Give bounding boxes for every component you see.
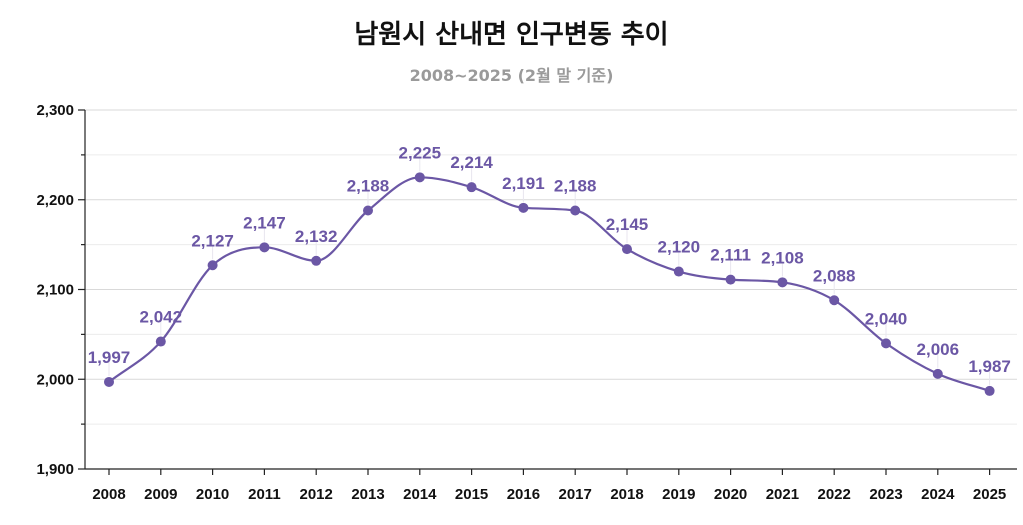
data-point bbox=[259, 242, 270, 253]
x-tick-label: 2013 bbox=[351, 486, 384, 503]
data-labels: 1,997 2,042 2,127 2,147 2,132 2,188 2,225 2,214… bbox=[88, 143, 1011, 376]
data-point bbox=[155, 336, 166, 347]
x-tick-label: 2016 bbox=[507, 486, 540, 503]
data-label: 2,108 bbox=[761, 248, 804, 267]
x-tick-label: 2015 bbox=[455, 486, 488, 503]
data-point bbox=[518, 202, 529, 213]
x-tick-label: 2008 bbox=[92, 486, 125, 503]
data-label: 2,132 bbox=[295, 227, 338, 246]
x-tick-label: 2009 bbox=[144, 486, 177, 503]
data-point bbox=[622, 244, 632, 255]
data-label: 1,987 bbox=[968, 357, 1011, 376]
data-label: 2,188 bbox=[347, 177, 390, 196]
data-label: 2,145 bbox=[606, 215, 649, 234]
chart-subtitle: 2008~2025 (2월 말 기준) bbox=[409, 66, 614, 85]
x-tick-label: 2010 bbox=[196, 486, 229, 503]
grid-lines bbox=[85, 109, 1017, 425]
data-point bbox=[414, 172, 425, 183]
x-tick-label: 2012 bbox=[300, 486, 333, 503]
x-tick-label: 2022 bbox=[818, 486, 851, 503]
data-points bbox=[104, 172, 995, 396]
data-label: 2,188 bbox=[554, 177, 597, 196]
chart-title: 남원시 산내면 인구변동 추이 bbox=[354, 20, 669, 50]
data-point bbox=[363, 205, 373, 216]
y-tick-label: 1,900 bbox=[36, 461, 74, 478]
data-point bbox=[311, 255, 322, 266]
series-line bbox=[107, 176, 991, 393]
x-tick-label: 2014 bbox=[403, 486, 437, 503]
y-tick-label: 2,200 bbox=[36, 192, 74, 209]
x-tick-label: 2023 bbox=[869, 486, 902, 503]
data-label: 2,040 bbox=[865, 309, 908, 328]
y-tick-label: 2,300 bbox=[36, 102, 74, 119]
x-tick-label: 2024 bbox=[921, 486, 955, 503]
data-label: 1,997 bbox=[88, 348, 131, 367]
data-point bbox=[207, 260, 218, 271]
data-point bbox=[104, 376, 114, 387]
x-tick-label: 2011 bbox=[248, 486, 281, 503]
x-tick-label: 2021 bbox=[766, 486, 799, 503]
x-tick-label: 2018 bbox=[610, 486, 643, 503]
data-point bbox=[777, 277, 788, 288]
data-point bbox=[570, 205, 581, 216]
series-path bbox=[107, 176, 991, 393]
x-tick-label: 2025 bbox=[973, 486, 1006, 503]
data-point bbox=[829, 295, 840, 306]
data-label: 2,088 bbox=[813, 266, 856, 285]
data-point bbox=[881, 338, 891, 349]
y-tick-label: 2,000 bbox=[36, 371, 74, 388]
data-label: 2,191 bbox=[502, 174, 545, 193]
label-leaders bbox=[108, 155, 991, 385]
x-tick-label: 2019 bbox=[662, 486, 695, 503]
x-tick-label: 2017 bbox=[559, 486, 592, 503]
data-label: 2,042 bbox=[140, 308, 183, 327]
data-label: 2,225 bbox=[399, 143, 442, 162]
data-label: 2,147 bbox=[243, 213, 286, 232]
data-label: 2,006 bbox=[917, 340, 960, 359]
data-point bbox=[466, 182, 477, 193]
data-label: 2,214 bbox=[450, 153, 493, 172]
data-label: 2,111 bbox=[710, 246, 751, 265]
data-point bbox=[984, 385, 995, 396]
data-point bbox=[932, 368, 943, 379]
data-label: 2,120 bbox=[658, 238, 701, 257]
y-tick-label: 2,100 bbox=[36, 282, 74, 299]
data-label: 2,127 bbox=[191, 231, 234, 250]
data-point bbox=[673, 266, 684, 277]
x-tick-label: 2020 bbox=[714, 486, 747, 503]
axes: 1,900 2,000 2,100 2,200 2,300 2008 2009 2010 201… bbox=[36, 102, 1017, 503]
data-point bbox=[725, 274, 736, 285]
